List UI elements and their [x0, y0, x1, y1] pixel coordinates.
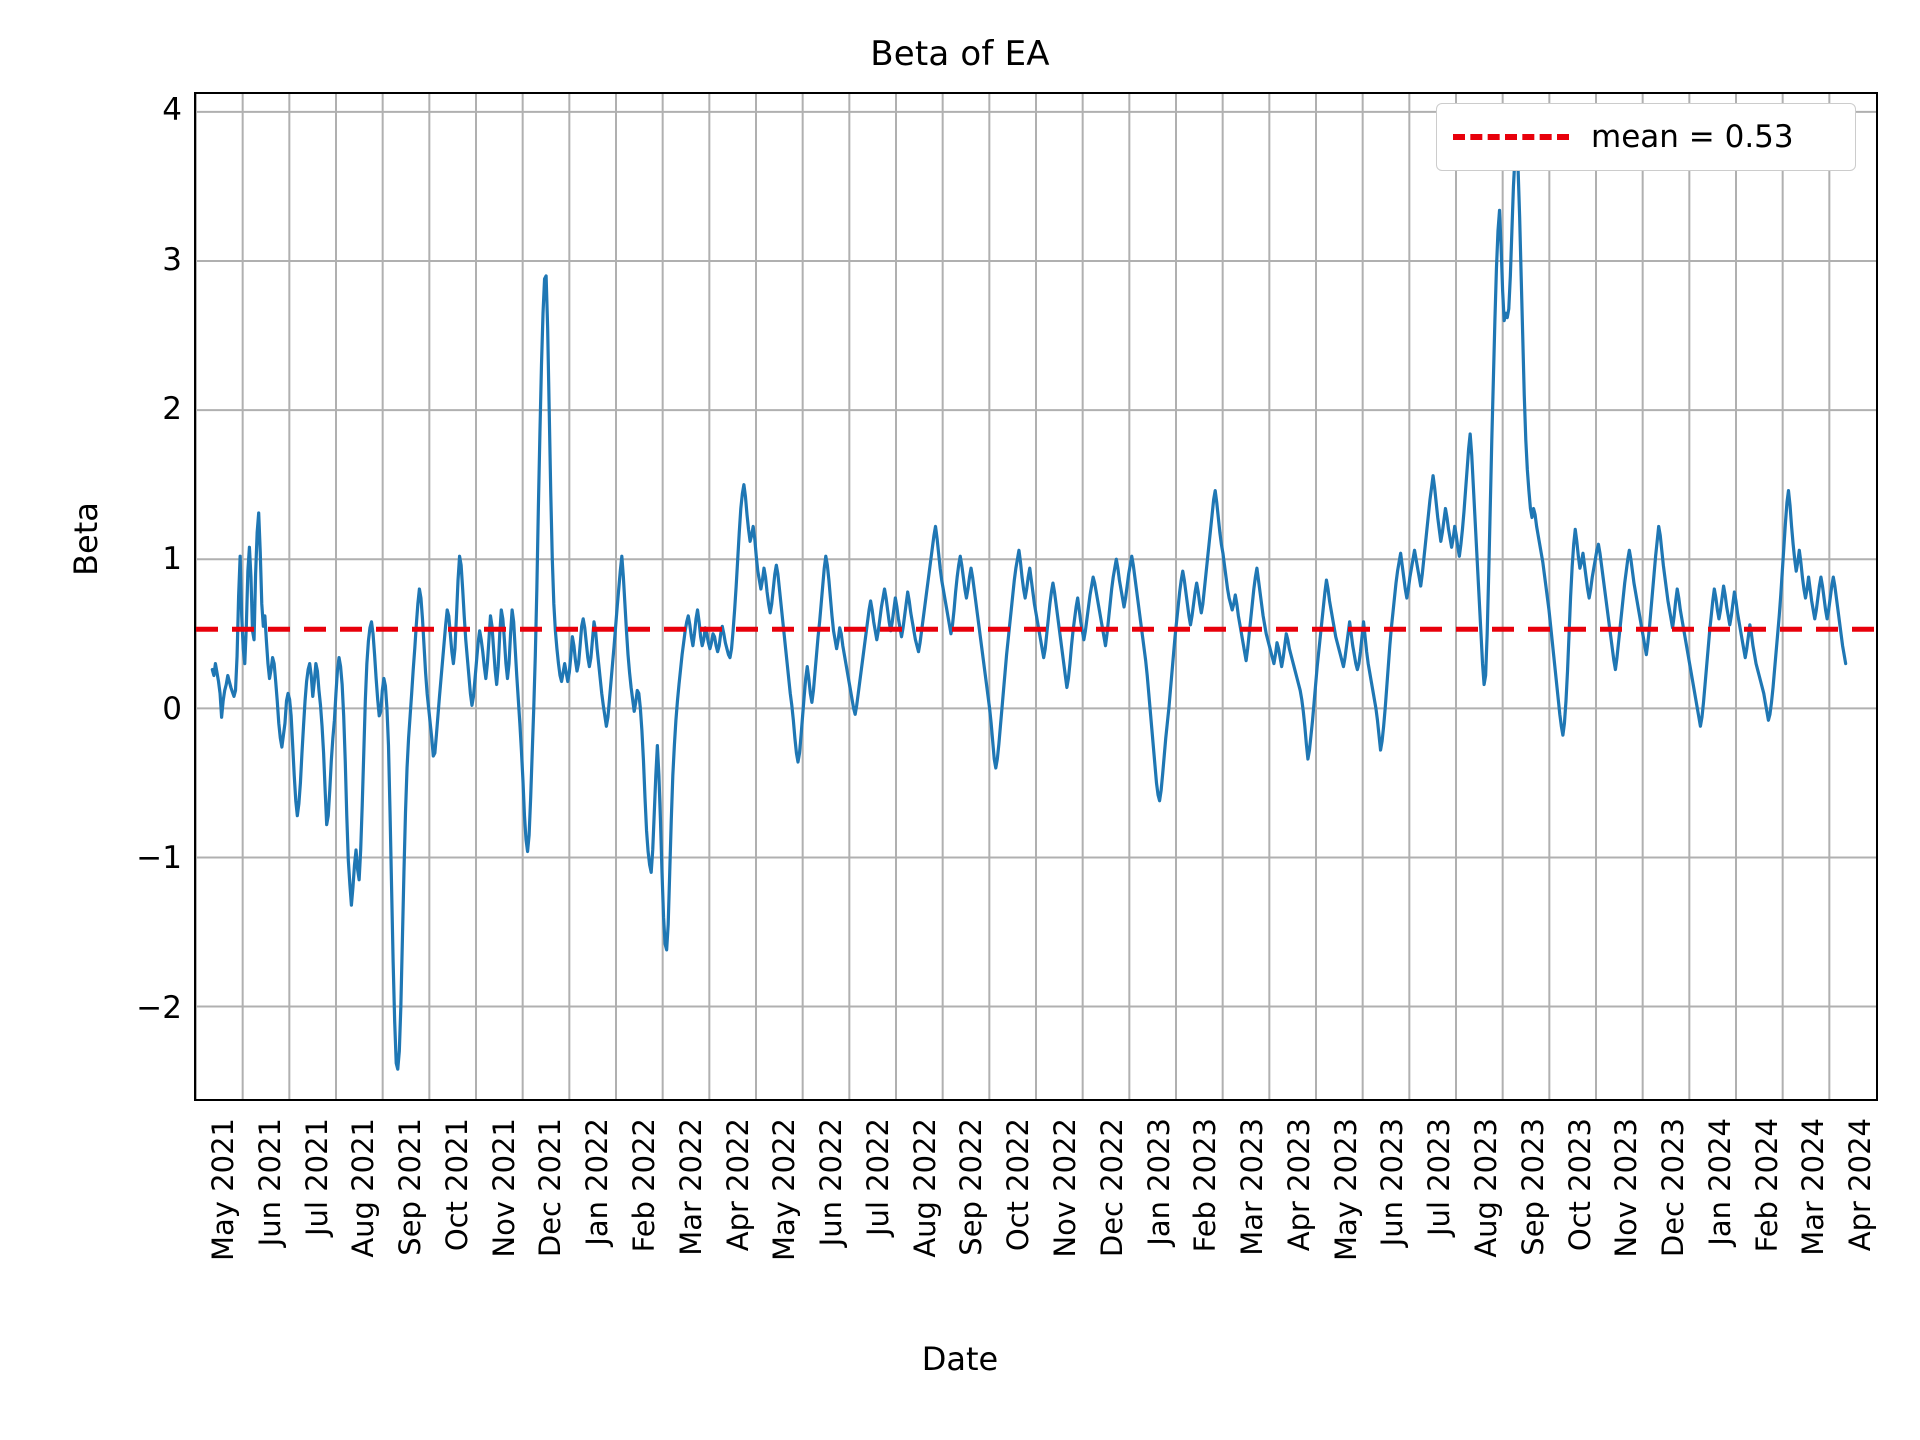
- x-tick-label: Aug 2022: [907, 1118, 942, 1258]
- x-tick-label: Sep 2022: [954, 1118, 989, 1256]
- y-tick-label: 0: [162, 690, 182, 727]
- x-tick-label: Aug 2023: [1469, 1118, 1503, 1258]
- x-tick-label: Sep 2023: [1515, 1118, 1550, 1256]
- x-axis-label: Date: [921, 1340, 999, 1378]
- x-tick-label: Jan 2023: [1141, 1118, 1176, 1246]
- y-tick-label: 3: [162, 241, 182, 278]
- page-title: Beta of EA: [870, 34, 1050, 74]
- x-tick-label: Aug 2021: [346, 1118, 381, 1258]
- y-tick-label: 1: [162, 541, 182, 578]
- x-tick-label: Apr 2024: [1843, 1118, 1878, 1252]
- x-tick-label: Dec 2021: [533, 1118, 568, 1258]
- x-tick-label: Sep 2021: [393, 1118, 428, 1256]
- x-tick-label: Mar 2022: [673, 1118, 708, 1256]
- x-tick-label: Jun 2023: [1375, 1118, 1410, 1247]
- x-tick-label: Jun 2021: [252, 1118, 287, 1247]
- x-tick-label: Apr 2023: [1281, 1118, 1316, 1252]
- y-tick-label: 2: [162, 391, 182, 428]
- x-tick-label: Apr 2022: [720, 1118, 755, 1252]
- x-tick-label: Jan 2022: [580, 1118, 615, 1246]
- x-tick-label: Jan 2024: [1702, 1118, 1737, 1246]
- x-tick-label: Nov 2021: [486, 1118, 521, 1258]
- x-tick-label: Feb 2022: [627, 1118, 661, 1253]
- x-tick-label: Oct 2022: [1001, 1118, 1036, 1252]
- plot-canvas: [196, 94, 1876, 1099]
- y-axis-label: Beta: [67, 502, 105, 576]
- x-tick-label: Jul 2022: [860, 1118, 895, 1237]
- x-tick-label: Jul 2023: [1422, 1118, 1457, 1237]
- y-tick-label: −2: [136, 990, 182, 1027]
- x-tick-label: Mar 2023: [1235, 1118, 1270, 1256]
- plot-area: [194, 92, 1878, 1101]
- legend-label-mean: mean = 0.53: [1591, 119, 1794, 155]
- legend-swatch-mean-line: [1453, 134, 1569, 140]
- y-tick-label: −1: [136, 840, 182, 877]
- legend: mean = 0.53: [1436, 103, 1856, 171]
- x-tick-label: Nov 2023: [1609, 1118, 1644, 1258]
- x-tick-label: Feb 2023: [1188, 1118, 1223, 1253]
- x-tick-label: Jul 2021: [299, 1118, 334, 1237]
- x-tick-label: Jun 2022: [814, 1118, 849, 1247]
- x-tick-label: Dec 2022: [1094, 1118, 1129, 1258]
- x-tick-label: May 2022: [767, 1118, 802, 1261]
- x-tick-label: Oct 2021: [439, 1118, 474, 1252]
- x-tick-label: Feb 2024: [1749, 1118, 1784, 1253]
- beta-series-line: [210, 143, 1848, 1071]
- x-tick-label: Mar 2024: [1796, 1118, 1831, 1256]
- y-tick-label: 4: [162, 91, 182, 128]
- x-tick-label: Nov 2022: [1048, 1118, 1082, 1258]
- x-tick-label: Dec 2023: [1656, 1118, 1691, 1258]
- x-tick-label: May 2021: [206, 1118, 240, 1261]
- x-tick-label: Oct 2023: [1562, 1118, 1597, 1252]
- x-tick-label: May 2023: [1328, 1118, 1363, 1261]
